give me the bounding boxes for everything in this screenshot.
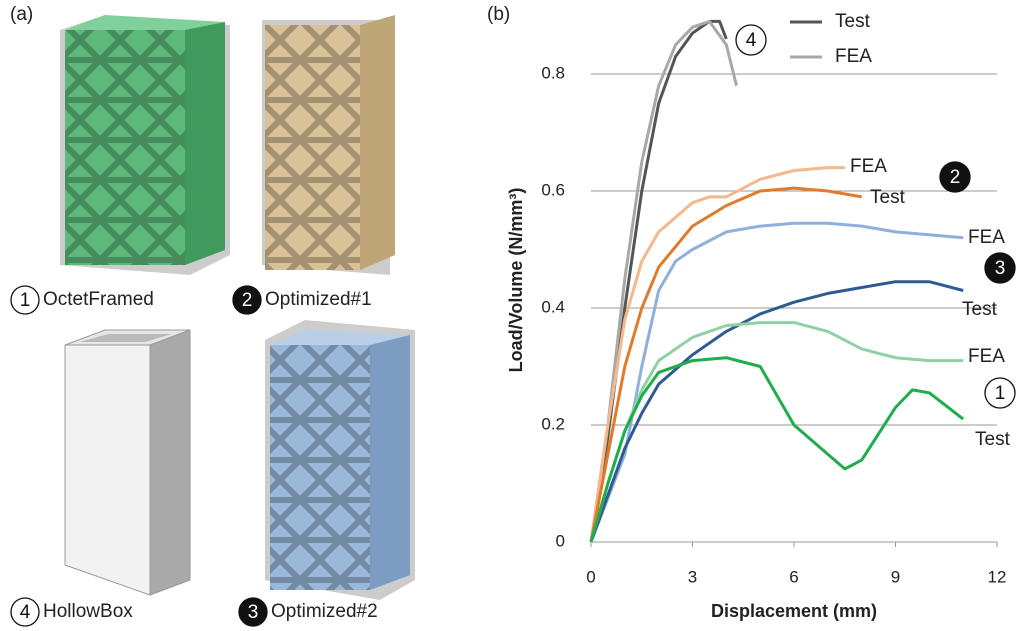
series-label: FEA [968, 227, 1005, 248]
legend-label: FEA [835, 46, 872, 67]
number-label: 3 [995, 258, 1006, 279]
series-label: Test [870, 187, 906, 208]
x-tick-label: 9 [891, 567, 900, 586]
number-label: 3 [248, 602, 259, 623]
legend-label: Test [835, 11, 871, 32]
x-axis-label: Displacement (mm) [711, 601, 877, 621]
figure: (a) (b) 1 OctetFramed 2 Optimized#1 4 HollowB… [0, 0, 1026, 631]
x-tick-label: 0 [586, 567, 595, 586]
item-name: Optimized#1 [265, 289, 372, 310]
y-axis-label: Load/Volume (N/mm³) [506, 188, 526, 373]
optimized2-model [265, 320, 415, 600]
number-label: 1 [20, 290, 31, 311]
y-tick-label: 0.2 [541, 414, 565, 433]
y-tick-label: 0.8 [541, 63, 565, 82]
series-label: FEA [850, 156, 887, 177]
octet-model [60, 15, 230, 275]
item-name: OctetFramed [43, 289, 154, 310]
series-label: Test [975, 429, 1011, 450]
panel-label: (a) [10, 4, 33, 25]
optimized1-model [262, 15, 395, 275]
y-tick-label: 0.6 [541, 180, 565, 199]
series-line [591, 358, 963, 542]
number-label: 1 [995, 383, 1006, 404]
y-tick-label: 0.4 [541, 297, 565, 316]
panel-label: (b) [487, 4, 510, 25]
number-label: 2 [950, 167, 961, 188]
number-label: 4 [20, 602, 31, 623]
series-label: Test [962, 299, 998, 320]
hollowbox-model [65, 330, 190, 595]
y-tick-label: 0 [556, 531, 565, 550]
item-name: HollowBox [43, 601, 133, 622]
series-line [591, 282, 963, 542]
series-line [591, 323, 963, 542]
number-label: 4 [746, 30, 757, 51]
item-name: Optimized#2 [271, 601, 378, 622]
x-tick-label: 3 [688, 567, 697, 586]
series-label: FEA [968, 346, 1005, 367]
x-tick-label: 6 [789, 567, 798, 586]
series-line [591, 21, 726, 542]
x-tick-label: 12 [988, 567, 1007, 586]
number-label: 2 [242, 290, 253, 311]
